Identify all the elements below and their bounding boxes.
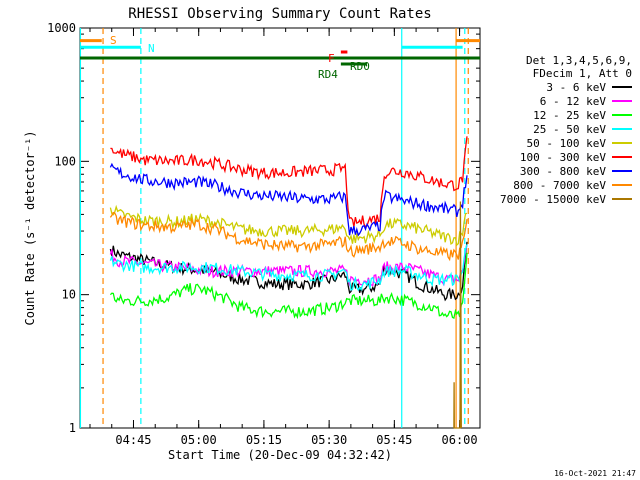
y-axis-label: Count Rate (s⁻¹ detector⁻¹) — [23, 130, 37, 325]
y-tick-label: 10 — [62, 288, 76, 302]
legend-item: 25 - 50 keV — [476, 122, 636, 136]
x-axis-label: Start Time (20-Dec-09 04:32:42) — [168, 448, 392, 462]
legend-header-det: Det 1,3,4,5,6,9, — [526, 54, 632, 67]
x-tick-label: 05:00 — [181, 433, 217, 447]
series-line-7 — [109, 162, 468, 237]
legend-item-swatch — [612, 184, 632, 186]
legend-item-label: 7000 - 15000 keV — [500, 192, 606, 206]
flag-label-f: F — [328, 52, 335, 65]
legend-item-label: 100 - 300 keV — [519, 150, 606, 164]
legend-item-label: 12 - 25 keV — [533, 108, 606, 122]
legend: Det 1,3,4,5,6,9, FDecim 1, Att 0 3 - 6 k… — [476, 54, 636, 206]
legend-item: 12 - 25 keV — [476, 108, 636, 122]
series-line-5 — [109, 204, 468, 247]
legend-item-swatch — [612, 128, 632, 130]
legend-item-label: 3 - 6 keV — [546, 80, 606, 94]
series-line-2 — [109, 244, 468, 288]
x-tick-label: 05:30 — [311, 433, 347, 447]
x-tick-label: 05:15 — [246, 433, 282, 447]
legend-item-label: 800 - 7000 keV — [513, 178, 606, 192]
legend-item: 800 - 7000 keV — [476, 178, 636, 192]
legend-item-swatch — [612, 156, 632, 158]
series-line-8 — [109, 211, 468, 262]
y-tick-label: 1000 — [47, 21, 76, 35]
flag-label-rd4: RD4 — [318, 68, 338, 81]
legend-item: 7000 - 15000 keV — [476, 192, 636, 206]
legend-item: 6 - 12 keV — [476, 94, 636, 108]
legend-item-label: 25 - 50 keV — [533, 122, 606, 136]
x-tick-label: 05:45 — [376, 433, 412, 447]
legend-item-swatch — [612, 100, 632, 102]
flag-label-rd0: RD0 — [350, 60, 370, 73]
legend-item: 50 - 100 keV — [476, 136, 636, 150]
legend-item-swatch — [612, 170, 632, 172]
legend-item-label: 300 - 800 keV — [519, 164, 606, 178]
legend-item-swatch — [612, 142, 632, 144]
series-line-9 — [453, 201, 462, 429]
legend-item-swatch — [612, 198, 632, 200]
series-line-4 — [109, 244, 468, 292]
series-line-6 — [110, 136, 468, 228]
legend-item-swatch — [612, 86, 632, 88]
chart-title: RHESSI Observing Summary Count Rates — [128, 6, 431, 22]
series-line-1 — [109, 241, 468, 302]
flag-label-s: S — [110, 34, 117, 47]
y-tick-label: 100 — [54, 154, 76, 168]
legend-header-fdecim: FDecim 1, Att 0 — [532, 67, 632, 80]
legend-item: 300 - 800 keV — [476, 164, 636, 178]
legend-item-label: 50 - 100 keV — [526, 136, 606, 150]
legend-item-swatch — [612, 114, 632, 116]
y-tick-label: 1 — [69, 421, 76, 435]
legend-item: 3 - 6 keV — [476, 80, 636, 94]
legend-item-label: 6 - 12 keV — [539, 94, 606, 108]
plot-timestamp: 16-Oct-2021 21:47 — [554, 469, 636, 478]
flag-label-n: N — [148, 42, 155, 55]
x-tick-label: 06:00 — [442, 433, 478, 447]
series-line-3 — [109, 252, 468, 320]
legend-item: 100 - 300 keV — [476, 150, 636, 164]
x-tick-label: 04:45 — [115, 433, 151, 447]
